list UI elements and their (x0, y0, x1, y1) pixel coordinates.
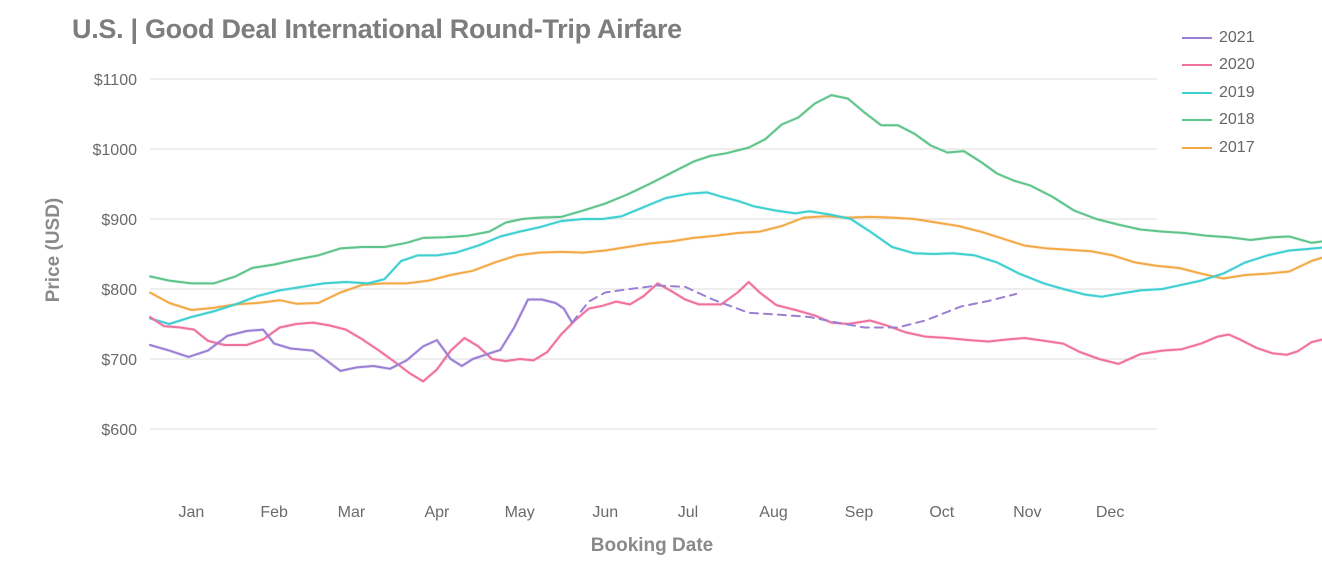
legend-item-2019: 2019 (1182, 79, 1255, 107)
series-2019-line (149, 191, 1322, 325)
legend-label-2017: 2017 (1219, 138, 1255, 156)
legend-swatch-2020 (1182, 64, 1212, 67)
legend-item-2021: 2021 (1182, 24, 1255, 52)
x-tick-label-jul: Jul (678, 504, 698, 521)
x-tick-label-feb: Feb (260, 504, 288, 521)
legend-label-2021: 2021 (1219, 28, 1255, 46)
series-lines (149, 93, 1322, 384)
x-axis-tick-labels: Jan Feb Mar Apr May Jun Jul Aug Sep Oct Nov Dec (178, 504, 1124, 521)
series-2020-line (149, 281, 1322, 383)
chart-title: U.S. | Good Deal International Round-Tri… (72, 14, 682, 44)
y-tick-label-1100: $1100 (94, 72, 137, 89)
series-2021-line (149, 298, 574, 372)
series-2019 (149, 190, 1322, 326)
legend-item-2018: 2018 (1182, 107, 1255, 135)
y-axis-title: Price (USD) (43, 198, 64, 303)
series-2020-raw-line (149, 280, 1322, 384)
y-axis-tick-labels: $600 $700 $800 $900 $1000 $1100 (93, 72, 138, 439)
series-2020 (149, 280, 1322, 384)
y-tick-label-700: $700 (101, 352, 137, 369)
y-tick-label-600: $600 (101, 422, 137, 439)
x-tick-label-oct: Oct (929, 504, 954, 521)
legend-swatch-2017 (1182, 146, 1212, 149)
series-2019-raw-line (149, 190, 1322, 326)
legend-label-2019: 2019 (1219, 83, 1255, 101)
series-2018-raw-line (149, 93, 1322, 286)
legend: 2021 2020 2019 2018 2017 (1182, 24, 1255, 162)
x-tick-label-aug: Aug (759, 504, 787, 521)
legend-swatch-2018 (1182, 119, 1212, 122)
x-tick-label-dec: Dec (1096, 504, 1124, 521)
x-tick-label-apr: Apr (424, 504, 450, 521)
y-tick-label-800: $800 (101, 282, 137, 299)
y-tick-label-900: $900 (101, 212, 137, 229)
x-tick-label-nov: Nov (1013, 504, 1041, 521)
y-tick-label-1000: $1000 (93, 142, 138, 159)
series-2017 (149, 214, 1322, 312)
x-tick-label-jan: Jan (178, 504, 204, 521)
series-2017-line (149, 215, 1322, 311)
series-2018-line (149, 94, 1322, 285)
legend-swatch-2021 (1182, 36, 1212, 39)
x-tick-label-sep: Sep (845, 504, 874, 521)
legend-item-2017: 2017 (1182, 134, 1255, 162)
legend-label-2018: 2018 (1219, 111, 1255, 129)
series-2017-raw-line (149, 214, 1322, 312)
series-2018 (149, 93, 1322, 286)
x-tick-label-jun: Jun (592, 504, 618, 521)
series-2021-projection-line (571, 284, 1018, 329)
series-2021 (149, 284, 1018, 373)
x-tick-label-may: May (505, 504, 535, 521)
x-axis-title: Booking Date (591, 535, 713, 556)
legend-swatch-2019 (1182, 91, 1212, 94)
grid-lines (150, 78, 1157, 430)
legend-label-2020: 2020 (1219, 56, 1255, 74)
x-tick-label-mar: Mar (338, 504, 366, 521)
legend-item-2020: 2020 (1182, 52, 1255, 80)
